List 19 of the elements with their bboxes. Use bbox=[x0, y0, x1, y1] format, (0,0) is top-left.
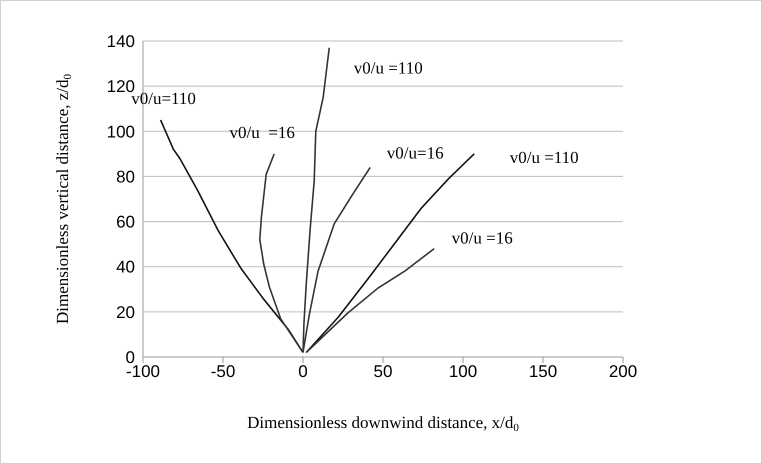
series-label: v0/u =110 bbox=[354, 58, 423, 78]
y-tick-label: 100 bbox=[106, 122, 135, 142]
y-tick-label: 40 bbox=[116, 258, 135, 277]
series-label: v0/u =16 bbox=[452, 228, 513, 248]
x-axis-title: Dimensionless downwind distance, x/d$_{0}$ bbox=[247, 413, 520, 434]
x-tick-label: 100 bbox=[448, 362, 478, 382]
y-tick-label: 20 bbox=[116, 302, 135, 322]
series-label: v0/u =16 bbox=[230, 122, 295, 142]
x-tick-label: 50 bbox=[374, 362, 392, 382]
y-tick-label: 80 bbox=[116, 167, 135, 186]
x-tick-label: 200 bbox=[608, 362, 638, 382]
y-tick-label: 60 bbox=[116, 212, 135, 232]
x-tick-label: -50 bbox=[210, 362, 236, 382]
y-tick-label: 140 bbox=[106, 32, 135, 52]
y-tick-label: 120 bbox=[106, 77, 135, 96]
x-tick-label: 0 bbox=[298, 362, 308, 382]
text: v0/u =110 bbox=[510, 148, 579, 167]
x-tick-label: 150 bbox=[528, 362, 558, 382]
series-label: v0/u=16 bbox=[386, 143, 444, 162]
